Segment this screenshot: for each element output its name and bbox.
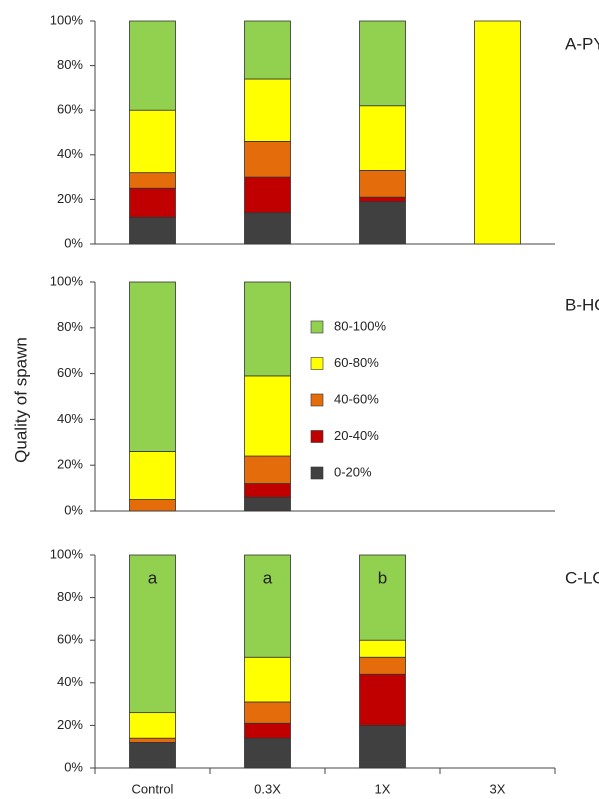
legend-label: 80-100% bbox=[334, 318, 386, 333]
y-tick-label: 60% bbox=[57, 102, 83, 117]
y-tick-label: 100% bbox=[50, 12, 84, 27]
bar-segment bbox=[359, 201, 406, 245]
bar-segment bbox=[244, 141, 291, 178]
bar-segment bbox=[244, 212, 291, 245]
legend-label: 40-60% bbox=[334, 391, 379, 406]
y-tick-label: 20% bbox=[57, 717, 83, 732]
bar-segment bbox=[244, 78, 291, 142]
bar-segment bbox=[244, 496, 291, 512]
y-tick-label: 100% bbox=[50, 546, 84, 561]
bar-segment bbox=[359, 725, 406, 769]
y-tick-label: 80% bbox=[57, 319, 83, 334]
bar-segment bbox=[244, 701, 291, 724]
bar-segment bbox=[129, 281, 176, 452]
bar-segment bbox=[129, 172, 176, 189]
bar-segment bbox=[359, 170, 406, 198]
legend-swatch bbox=[310, 393, 324, 407]
x-tick-label: 0.3X bbox=[254, 781, 281, 796]
y-tick-label: 80% bbox=[57, 57, 83, 72]
y-tick-label: 60% bbox=[57, 632, 83, 647]
bar-segment bbox=[359, 20, 406, 107]
y-tick-label: 100% bbox=[50, 273, 84, 288]
y-tick-label: 80% bbox=[57, 589, 83, 604]
annotation: b bbox=[378, 568, 387, 587]
bar-segment bbox=[244, 375, 291, 457]
legend-label: 0-20% bbox=[334, 464, 372, 479]
x-tick-label: 1X bbox=[375, 781, 391, 796]
bar-segment bbox=[359, 554, 406, 641]
bar-segment bbox=[244, 554, 291, 658]
bar-segment bbox=[129, 554, 176, 714]
bar-segment bbox=[359, 196, 406, 203]
y-tick-label: 0% bbox=[64, 235, 83, 250]
bar-segment bbox=[474, 20, 521, 245]
legend-label: 20-40% bbox=[334, 428, 379, 443]
bar-segment bbox=[359, 656, 406, 675]
bar-segment bbox=[129, 712, 176, 739]
annotation: a bbox=[263, 568, 273, 587]
x-tick-label: Control bbox=[132, 781, 174, 796]
y-tick-label: 0% bbox=[64, 759, 83, 774]
y-tick-label: 40% bbox=[57, 411, 83, 426]
y-tick-label: 20% bbox=[57, 457, 83, 472]
bar-segment bbox=[129, 499, 176, 512]
bar-segment bbox=[359, 639, 406, 658]
y-axis-label: Quality of spawn bbox=[11, 337, 30, 463]
bar-segment bbox=[244, 656, 291, 703]
annotation: a bbox=[148, 568, 158, 587]
legend-swatch bbox=[310, 430, 324, 443]
bar-segment bbox=[244, 722, 291, 739]
bar-segment bbox=[129, 109, 176, 174]
bar-segment bbox=[244, 737, 291, 769]
legend-swatch bbox=[310, 357, 324, 370]
bar-segment bbox=[359, 105, 406, 171]
bar-segment bbox=[129, 216, 176, 245]
y-tick-label: 40% bbox=[57, 674, 83, 689]
panel-title: B-HO bbox=[565, 295, 599, 314]
bar-segment bbox=[244, 483, 291, 498]
y-tick-label: 20% bbox=[57, 191, 83, 206]
bar-segment bbox=[129, 737, 176, 743]
legend-label: 60-80% bbox=[334, 355, 379, 370]
x-tick-label: 3X bbox=[490, 781, 506, 796]
y-tick-label: 0% bbox=[64, 502, 83, 517]
bar-segment bbox=[244, 176, 291, 214]
bar-segment bbox=[129, 187, 176, 218]
bar-segment bbox=[129, 20, 176, 111]
panel-title: A-PY bbox=[565, 34, 599, 53]
bar-segment bbox=[244, 20, 291, 80]
legend-swatch bbox=[310, 466, 324, 480]
bar-segment bbox=[244, 281, 291, 377]
bar-segment bbox=[359, 673, 406, 726]
y-tick-label: 40% bbox=[57, 146, 83, 161]
legend-swatch bbox=[310, 320, 324, 334]
bar-segment bbox=[129, 451, 176, 500]
y-tick-label: 60% bbox=[57, 365, 83, 380]
panel-title: C-LO bbox=[565, 568, 599, 587]
bar-segment bbox=[129, 742, 176, 769]
bar-segment bbox=[244, 455, 291, 484]
